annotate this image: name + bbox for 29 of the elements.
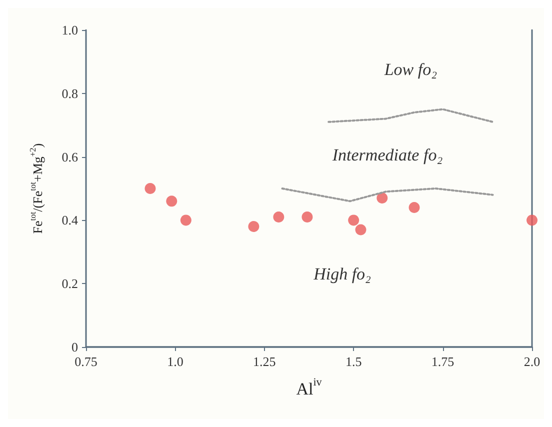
x-tick-label: 1.25 xyxy=(253,354,276,369)
point xyxy=(302,212,313,223)
point xyxy=(248,221,260,232)
x-tick-label: 0.75 xyxy=(74,354,98,369)
y-tick-label: 0.6 xyxy=(62,149,78,164)
y-tick-label: 0.2 xyxy=(62,276,78,292)
annotation: Low fo₂ xyxy=(383,60,438,80)
y-tick-label: 0 xyxy=(72,340,78,354)
point xyxy=(408,202,420,214)
point xyxy=(166,196,178,207)
x-tick-label: 1.75 xyxy=(431,354,454,369)
annotation: High fo₂ xyxy=(312,264,372,284)
y-tick-label: 0.4 xyxy=(62,212,78,228)
point xyxy=(376,192,388,204)
y-axis-title: Fetot/(Fetot+Mg+2) xyxy=(27,143,45,234)
point xyxy=(348,214,360,226)
point xyxy=(273,212,284,223)
y-tick-label: 1.0 xyxy=(62,22,78,38)
line-series xyxy=(328,108,494,123)
point xyxy=(180,214,192,226)
x-tick-label: 2.0 xyxy=(524,354,540,369)
point xyxy=(355,224,366,236)
point xyxy=(526,214,538,226)
annotation: Intermediate fo₂ xyxy=(331,146,443,165)
point xyxy=(144,183,156,194)
line-series xyxy=(281,188,494,202)
x-tick-label: 1.0 xyxy=(167,354,184,369)
x-tick-label: 1.5 xyxy=(345,354,362,369)
y-tick-label: 0.8 xyxy=(62,86,78,101)
